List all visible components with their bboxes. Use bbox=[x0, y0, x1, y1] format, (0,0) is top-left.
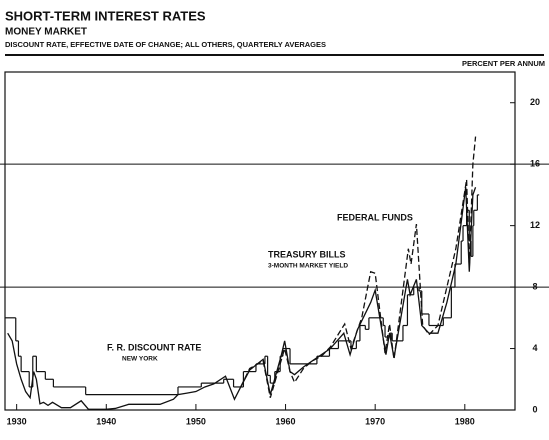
annotation: TREASURY BILLS bbox=[268, 249, 346, 259]
y-tick-label: 20 bbox=[530, 97, 540, 107]
annotation: 3-MONTH MARKET YIELD bbox=[268, 263, 348, 270]
y-tick-label: 4 bbox=[532, 343, 537, 353]
chart-subtitle: MONEY MARKET bbox=[5, 27, 87, 38]
chart-title: SHORT-TERM INTEREST RATES bbox=[5, 8, 206, 23]
x-tick-label: 1960 bbox=[276, 416, 296, 426]
series-line bbox=[240, 136, 477, 398]
x-tick-label: 1930 bbox=[7, 416, 27, 426]
x-tick-label: 1970 bbox=[365, 416, 385, 426]
y-tick-label: 0 bbox=[532, 404, 537, 414]
y-tick-label: 12 bbox=[530, 220, 540, 230]
x-tick-label: 1940 bbox=[96, 416, 116, 426]
annotation: NEW YORK bbox=[122, 356, 158, 363]
y-tick-label: 8 bbox=[532, 281, 537, 291]
plot-frame bbox=[4, 71, 516, 411]
x-tick-label: 1950 bbox=[186, 416, 206, 426]
chart-note: DISCOUNT RATE, EFFECTIVE DATE OF CHANGE;… bbox=[5, 40, 326, 49]
annotation: FEDERAL FUNDS bbox=[337, 212, 413, 222]
x-tick-label: 1980 bbox=[455, 416, 475, 426]
annotation: F. R. DISCOUNT RATE bbox=[107, 342, 201, 352]
y-tick-label: 16 bbox=[530, 159, 540, 169]
y-axis-label: PERCENT PER ANNUM bbox=[462, 59, 545, 68]
